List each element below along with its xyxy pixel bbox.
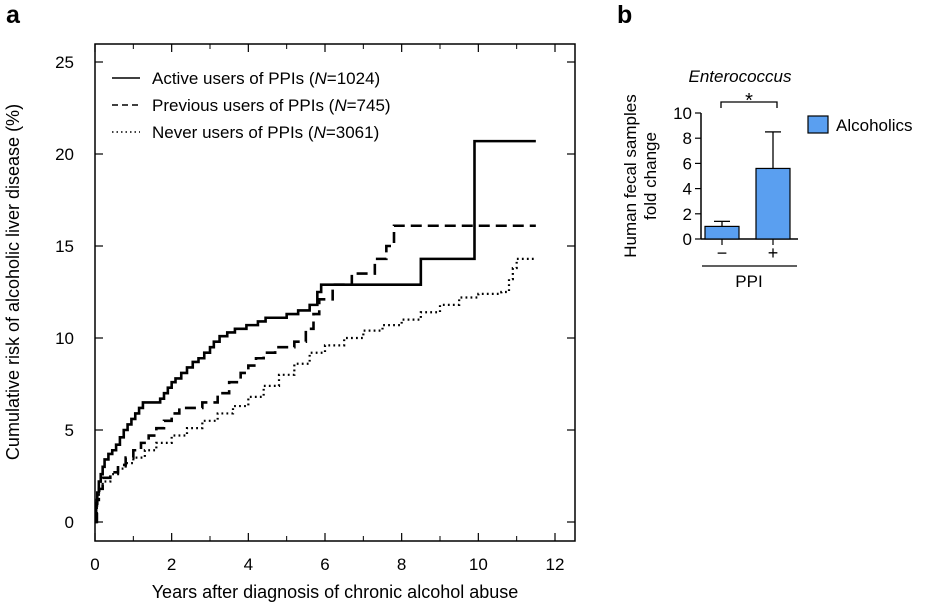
y-tick-label: 5: [65, 421, 74, 440]
y-axis-label-line-1: Human fecal samples: [621, 94, 640, 257]
x-tick-label: 10: [469, 555, 488, 574]
group-label: PPI: [735, 272, 762, 291]
y-tick-label: 0: [683, 230, 692, 249]
panel-b-bar-chart: Enterococcus Human fecal samples fold ch…: [621, 67, 913, 291]
x-tick-label: 4: [244, 555, 253, 574]
bar: [755, 167, 791, 240]
x-axis-ticks: 0 2 4 6 8 10 12: [90, 44, 564, 574]
plot-frame: [94, 43, 576, 542]
y-tick-label: 10: [55, 329, 74, 348]
bars: − +: [704, 131, 791, 263]
y-tick-label: 20: [55, 145, 74, 164]
y-axis-label-line-2: fold change: [641, 132, 660, 220]
x-axis-label: Years after diagnosis of chronic alcohol…: [152, 582, 519, 602]
y-tick-label: 4: [683, 180, 692, 199]
x-tick-label: −: [717, 243, 728, 263]
series-line-dashed: [95, 224, 536, 524]
y-tick-label: 2: [683, 205, 692, 224]
legend-swatch-alcoholics: [807, 115, 829, 134]
x-tick-label: 0: [90, 555, 99, 574]
y-axis-ticks: 0 5 10 15 20 25: [55, 53, 575, 532]
legend-entry-previous: Previous users of PPIs (N=745): [152, 96, 391, 115]
panel-b-label: b: [617, 1, 632, 29]
chart-title: Enterococcus: [689, 67, 792, 86]
series-line-dotted: [95, 257, 536, 524]
y-tick-label: 10: [673, 104, 692, 123]
series-lines: [94, 139, 536, 524]
significance-marker: *: [745, 90, 753, 112]
significance-bracket: [720, 101, 778, 108]
legend-entry-never: Never users of PPIs (N=3061): [152, 123, 379, 142]
x-tick-label: 2: [167, 555, 176, 574]
y-axis-label: Cumulative risk of alcoholic liver disea…: [3, 104, 23, 460]
x-tick-label: 12: [546, 555, 565, 574]
legend-entry-alcoholics: Alcoholics: [836, 116, 913, 135]
y-axis-ticks: 0 2 4 6 8 10: [673, 104, 701, 249]
y-tick-label: 0: [65, 513, 74, 532]
panel-a-label: a: [6, 1, 21, 29]
panel-a-survival-chart: 0 2 4 6 8 10 12 0 5 10 15 20 25 Years after diagnos…: [3, 43, 576, 602]
series-line-solid: [94, 139, 536, 524]
y-tick-label: 25: [55, 53, 74, 72]
y-tick-label: 15: [55, 237, 74, 256]
bar: [704, 225, 740, 240]
y-tick-label: 8: [683, 129, 692, 148]
y-tick-label: 6: [683, 154, 692, 173]
x-tick-label: +: [768, 243, 779, 263]
legend-entry-active: Active users of PPIs (N=1024): [152, 69, 380, 88]
x-tick-label: 6: [320, 555, 329, 574]
legend: Active users of PPIs (N=1024) Previous u…: [112, 69, 391, 142]
x-tick-label: 8: [397, 555, 406, 574]
